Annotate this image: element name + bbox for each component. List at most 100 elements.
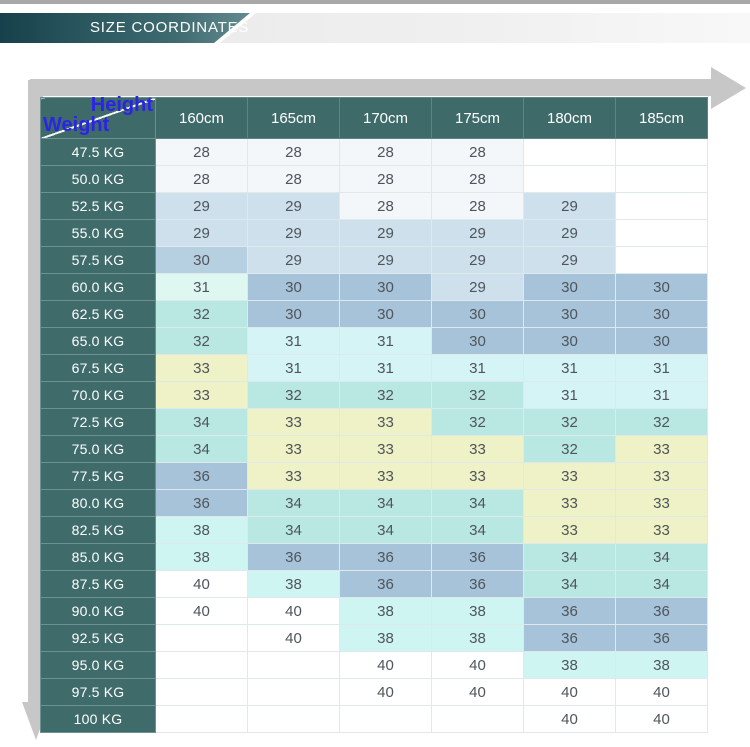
weight-label: 62.5 KG: [40, 300, 156, 328]
size-cell: [247, 678, 340, 706]
weight-label: 67.5 KG: [40, 354, 156, 382]
size-cell: 28: [155, 165, 248, 193]
size-cell: 36: [155, 489, 248, 517]
height-axis-arrow-shaft: [30, 79, 711, 96]
table-row: 90.0 KG 40 40 38 38 36 36: [40, 597, 708, 625]
size-cell: 29: [339, 219, 432, 247]
size-cell: 34: [431, 489, 524, 517]
size-cell: 40: [615, 705, 708, 733]
size-cell: 31: [339, 327, 432, 355]
size-cell: 33: [523, 489, 616, 517]
size-cell: 36: [523, 597, 616, 625]
size-cell: 34: [155, 408, 248, 436]
size-table-body: 47.5 KG 28 28 28 28 50.0 KG 28 28 28 28 52.5 KG 29 2…: [40, 138, 708, 733]
size-cell: 33: [247, 435, 340, 463]
size-cell: 33: [523, 462, 616, 490]
column-header-160cm: 160cm: [155, 97, 248, 139]
weight-label: 87.5 KG: [40, 570, 156, 598]
table-row: 72.5 KG 34 33 33 32 32 32: [40, 408, 708, 436]
size-cell: 30: [339, 300, 432, 328]
column-header-180cm: 180cm: [523, 97, 616, 139]
size-cell: [155, 678, 248, 706]
size-cell: 29: [523, 246, 616, 274]
weight-axis-arrow-shaft: [28, 80, 43, 702]
column-header-185cm: 185cm: [615, 97, 708, 139]
banner: SIZE COORDINATES: [0, 13, 750, 43]
size-cell: 28: [155, 138, 248, 166]
table-row: 85.0 KG 38 36 36 36 34 34: [40, 543, 708, 571]
table-row: 57.5 KG 30 29 29 29 29: [40, 246, 708, 274]
size-cell: 30: [431, 327, 524, 355]
size-cell: 29: [155, 219, 248, 247]
size-cell: 38: [339, 624, 432, 652]
weight-label: 72.5 KG: [40, 408, 156, 436]
size-cell: 29: [247, 192, 340, 220]
size-cell: [615, 138, 708, 166]
size-cell: 40: [523, 705, 616, 733]
size-cell: 28: [431, 165, 524, 193]
size-cell: 36: [339, 570, 432, 598]
table-row: 60.0 KG 31 30 30 29 30 30: [40, 273, 708, 301]
size-cell: 28: [431, 192, 524, 220]
size-cell: 31: [339, 354, 432, 382]
size-cell: 30: [431, 300, 524, 328]
size-cell: 34: [431, 516, 524, 544]
size-cell: 34: [523, 543, 616, 571]
right-arrow-icon: [711, 67, 746, 109]
size-cell: 29: [431, 219, 524, 247]
size-cell: 33: [615, 435, 708, 463]
table-row: 75.0 KG 34 33 33 33 32 33: [40, 435, 708, 463]
size-cell: 33: [155, 354, 248, 382]
size-cell: 33: [615, 489, 708, 517]
size-cell: 31: [615, 354, 708, 382]
size-cell: 32: [523, 435, 616, 463]
size-cell: 34: [339, 489, 432, 517]
table-row: 100 KG 40 40: [40, 705, 708, 733]
size-cell: 36: [615, 597, 708, 625]
size-cell: 31: [523, 381, 616, 409]
size-cell: 38: [155, 516, 248, 544]
size-cell: 40: [523, 678, 616, 706]
size-cell: 33: [523, 516, 616, 544]
size-cell: [615, 192, 708, 220]
size-cell: 29: [431, 273, 524, 301]
size-cell: 28: [339, 138, 432, 166]
size-cell: [431, 705, 524, 733]
table-row: 47.5 KG 28 28 28 28: [40, 138, 708, 166]
size-cell: [155, 705, 248, 733]
table-row: 92.5 KG 40 38 38 36 36: [40, 624, 708, 652]
size-cell: 31: [155, 273, 248, 301]
size-cell: 36: [247, 543, 340, 571]
size-cell: [247, 651, 340, 679]
size-cell: 38: [339, 597, 432, 625]
size-cell: [523, 165, 616, 193]
column-header-165cm: 165cm: [247, 97, 340, 139]
size-cell: 34: [339, 516, 432, 544]
weight-axis-label: Weight: [43, 114, 110, 136]
size-cell: [615, 165, 708, 193]
size-cell: 28: [247, 165, 340, 193]
size-cell: 28: [247, 138, 340, 166]
size-cell: 40: [247, 624, 340, 652]
size-cell: [247, 705, 340, 733]
weight-label: 65.0 KG: [40, 327, 156, 355]
table-row: 82.5 KG 38 34 34 34 33 33: [40, 516, 708, 544]
size-cell: 33: [431, 462, 524, 490]
top-divider: [0, 0, 750, 4]
size-cell: 33: [247, 462, 340, 490]
size-cell: 30: [247, 300, 340, 328]
size-cell: 32: [431, 381, 524, 409]
table-row: 87.5 KG 40 38 36 36 34 34: [40, 570, 708, 598]
size-cell: 40: [155, 570, 248, 598]
weight-label: 97.5 KG: [40, 678, 156, 706]
size-cell: 29: [431, 246, 524, 274]
weight-label: 92.5 KG: [40, 624, 156, 652]
size-cell: [523, 138, 616, 166]
size-cell: 30: [615, 273, 708, 301]
size-cell: 33: [339, 435, 432, 463]
size-cell: 38: [615, 651, 708, 679]
size-cell: 30: [615, 327, 708, 355]
weight-label: 70.0 KG: [40, 381, 156, 409]
size-cell: 38: [523, 651, 616, 679]
size-cell: 30: [339, 273, 432, 301]
